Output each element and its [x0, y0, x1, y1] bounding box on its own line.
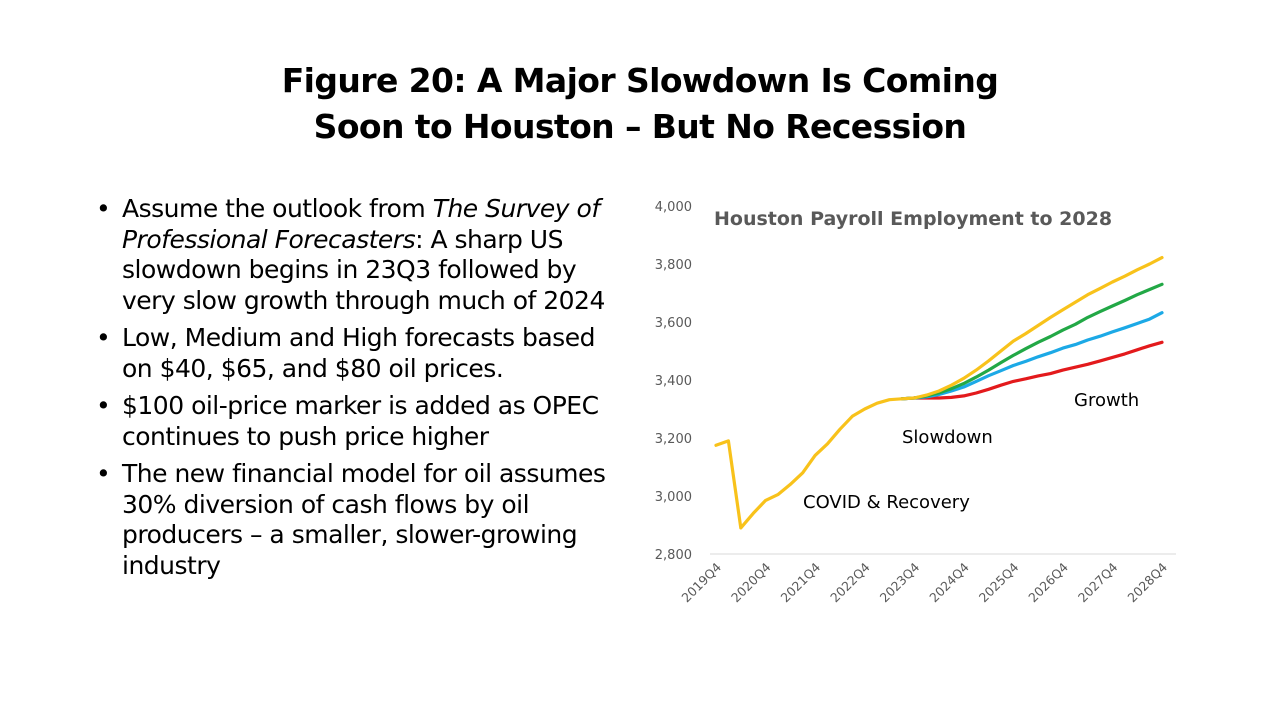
bullet-list: Assume the outlook from The Survey of Pr… [96, 194, 626, 588]
y-tick-label: 3,400 [655, 374, 692, 389]
y-tick-label: 3,800 [655, 258, 692, 273]
y-tick-label: 4,000 [655, 200, 692, 215]
annotation-slowdown: Slowdown [902, 427, 993, 448]
x-tick-label: 2023Q4 [877, 559, 923, 605]
x-tick-label: 2026Q4 [1025, 559, 1071, 605]
x-tick-label: 2022Q4 [827, 559, 873, 605]
x-tick-label: 2019Q4 [678, 559, 724, 605]
chart-title: Houston Payroll Employment to 2028 [714, 208, 1112, 230]
annotation-covid-recovery: COVID & Recovery [803, 492, 970, 513]
annotation-growth: Growth [1074, 390, 1139, 411]
bullet-item: Assume the outlook from The Survey of Pr… [96, 194, 626, 316]
slide-title: Figure 20: A Major Slowdown Is Coming So… [0, 58, 1280, 150]
y-tick-label: 2,800 [655, 548, 692, 563]
x-tick-label: 2028Q4 [1124, 559, 1170, 605]
x-axis-ticks: 2019Q4 2020Q4 2021Q4 2022Q4 2023Q4 2024Q4 2025… [678, 559, 1170, 605]
slide-title-line-1: Figure 20: A Major Slowdown Is Coming [281, 61, 999, 100]
y-axis-ticks: 2,800 3,000 3,200 3,400 3,600 3,800 4,000 [655, 200, 692, 563]
x-tick-label: 2027Q4 [1075, 559, 1121, 605]
y-tick-label: 3,000 [655, 490, 692, 505]
series-lines [714, 255, 1164, 530]
x-tick-label: 2020Q4 [728, 559, 774, 605]
series-line [900, 311, 1164, 401]
x-tick-label: 2025Q4 [976, 559, 1022, 605]
slide-title-line-2: Soon to Houston – But No Recession [313, 107, 967, 146]
bullet-item: The new financial model for oil assumes … [96, 459, 626, 581]
series-line [900, 340, 1164, 401]
x-tick-label: 2024Q4 [926, 559, 972, 605]
series-line [714, 255, 1164, 530]
bullet-item: Low, Medium and High forecasts based on … [96, 323, 626, 384]
y-tick-label: 3,600 [655, 316, 692, 331]
employment-line-chart: Houston Payroll Employment to 2028 2,800… [655, 200, 1176, 605]
bullet-item: $100 oil-price marker is added as OPEC c… [96, 391, 626, 452]
y-tick-label: 3,200 [655, 432, 692, 447]
series-line [900, 282, 1164, 401]
x-tick-label: 2021Q4 [778, 559, 824, 605]
